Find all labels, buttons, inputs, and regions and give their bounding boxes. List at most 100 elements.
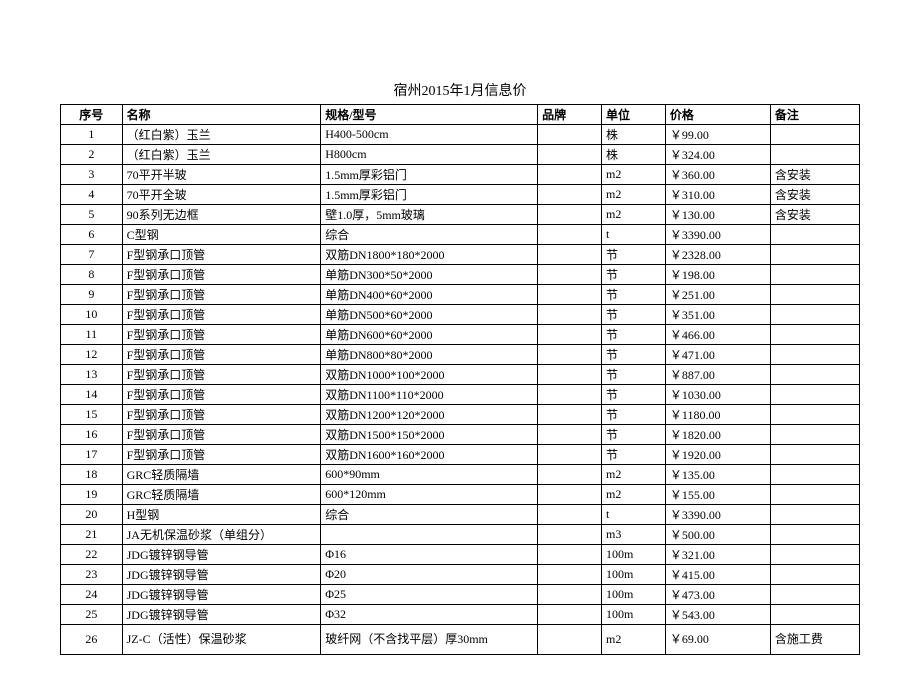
cell-note [770,245,859,265]
cell-brand [538,525,602,545]
cell-seq: 4 [61,185,123,205]
cell-unit: 节 [601,445,665,465]
cell-brand [538,425,602,445]
cell-seq: 8 [61,265,123,285]
cell-brand [538,585,602,605]
table-header-row: 序号 名称 规格/型号 品牌 单位 价格 备注 [61,105,860,125]
cell-seq: 22 [61,545,123,565]
cell-price: ￥500.00 [665,525,770,545]
cell-seq: 14 [61,385,123,405]
table-row: 23JDG镀锌钢导管Φ20100m￥415.00 [61,565,860,585]
cell-unit: t [601,225,665,245]
cell-note [770,365,859,385]
cell-price: ￥3390.00 [665,505,770,525]
table-row: 12F型钢承口顶管单筋DN800*80*2000节￥471.00 [61,345,860,365]
cell-spec: H400-500cm [321,125,538,145]
cell-note [770,545,859,565]
cell-name: JDG镀锌钢导管 [122,585,321,605]
cell-note [770,525,859,545]
cell-note [770,345,859,365]
cell-name: GRC轻质隔墙 [122,465,321,485]
cell-seq: 13 [61,365,123,385]
cell-spec: 双筋DN1500*150*2000 [321,425,538,445]
cell-brand [538,445,602,465]
cell-seq: 23 [61,565,123,585]
header-note: 备注 [770,105,859,125]
table-row: 2（红白紫）玉兰H800cm株￥324.00 [61,145,860,165]
cell-brand [538,485,602,505]
cell-name: F型钢承口顶管 [122,365,321,385]
cell-brand [538,265,602,285]
table-row: 7F型钢承口顶管双筋DN1800*180*2000节￥2328.00 [61,245,860,265]
cell-note [770,465,859,485]
cell-name: GRC轻质隔墙 [122,485,321,505]
cell-seq: 6 [61,225,123,245]
cell-note [770,225,859,245]
table-row: 21JA无机保温砂浆（单组分）m3￥500.00 [61,525,860,545]
table-row: 18GRC轻质隔墙600*90mmm2￥135.00 [61,465,860,485]
cell-note [770,585,859,605]
cell-note [770,305,859,325]
cell-brand [538,245,602,265]
cell-brand [538,545,602,565]
cell-note [770,605,859,625]
cell-spec: 600*120mm [321,485,538,505]
table-row: 370平开半玻1.5mm厚彩铝门m2￥360.00含安装 [61,165,860,185]
cell-seq: 25 [61,605,123,625]
cell-unit: 节 [601,345,665,365]
cell-price: ￥415.00 [665,565,770,585]
cell-seq: 19 [61,485,123,505]
cell-brand [538,305,602,325]
cell-spec: Φ25 [321,585,538,605]
price-table: 序号 名称 规格/型号 品牌 单位 价格 备注 1（红白紫）玉兰H400-500… [60,104,860,655]
header-price: 价格 [665,105,770,125]
cell-brand [538,505,602,525]
cell-note [770,265,859,285]
cell-seq: 16 [61,425,123,445]
cell-unit: 株 [601,145,665,165]
table-row: 1（红白紫）玉兰H400-500cm株￥99.00 [61,125,860,145]
cell-name: 70平开半玻 [122,165,321,185]
cell-name: F型钢承口顶管 [122,405,321,425]
cell-note [770,485,859,505]
cell-price: ￥1030.00 [665,385,770,405]
cell-unit: m2 [601,205,665,225]
cell-name: F型钢承口顶管 [122,345,321,365]
page-title: 宿州2015年1月信息价 [60,80,860,100]
cell-spec: Φ16 [321,545,538,565]
cell-name: F型钢承口顶管 [122,245,321,265]
table-row: 6C型钢综合t￥3390.00 [61,225,860,245]
cell-spec: 600*90mm [321,465,538,485]
cell-seq: 24 [61,585,123,605]
table-row: 590系列无边框壁1.0厚，5mm玻璃m2￥130.00含安装 [61,205,860,225]
cell-name: 90系列无边框 [122,205,321,225]
cell-price: ￥1920.00 [665,445,770,465]
cell-unit: 株 [601,125,665,145]
header-seq: 序号 [61,105,123,125]
cell-price: ￥1820.00 [665,425,770,445]
cell-spec: 壁1.0厚，5mm玻璃 [321,205,538,225]
cell-brand [538,225,602,245]
cell-seq: 9 [61,285,123,305]
cell-unit: 节 [601,405,665,425]
cell-price: ￥2328.00 [665,245,770,265]
cell-spec: 单筋DN500*60*2000 [321,305,538,325]
header-spec: 规格/型号 [321,105,538,125]
cell-seq: 21 [61,525,123,545]
cell-spec: 单筋DN400*60*2000 [321,285,538,305]
cell-spec: 双筋DN1100*110*2000 [321,385,538,405]
cell-brand [538,325,602,345]
cell-brand [538,385,602,405]
table-row: 22JDG镀锌钢导管Φ16100m￥321.00 [61,545,860,565]
cell-price: ￥155.00 [665,485,770,505]
cell-seq: 20 [61,505,123,525]
cell-brand [538,565,602,585]
cell-note [770,445,859,465]
cell-price: ￥69.00 [665,625,770,655]
cell-unit: 节 [601,305,665,325]
cell-unit: m3 [601,525,665,545]
cell-brand [538,605,602,625]
table-row: 20H型钢综合t￥3390.00 [61,505,860,525]
cell-spec: 单筋DN600*60*2000 [321,325,538,345]
cell-note [770,145,859,165]
